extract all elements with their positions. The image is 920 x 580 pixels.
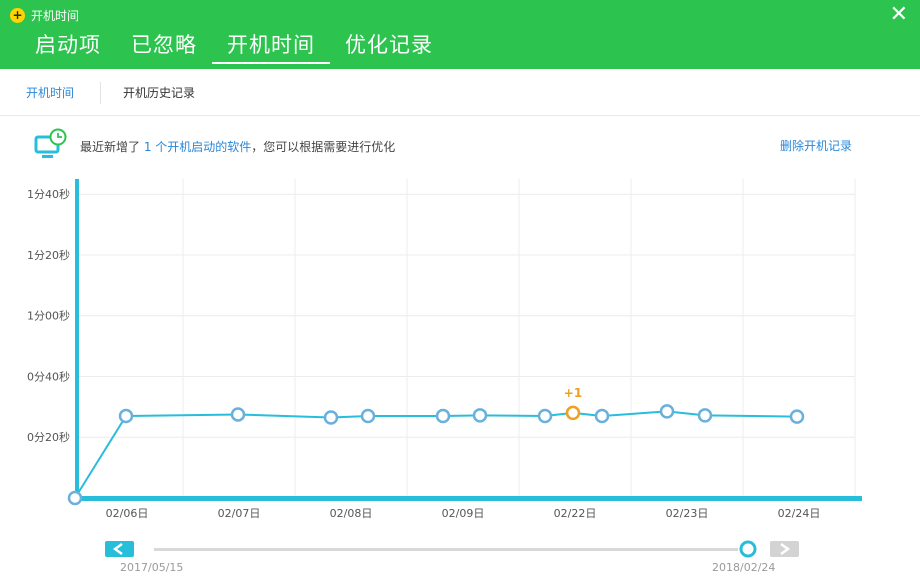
close-icon[interactable]: ✕	[889, 2, 908, 27]
data-point[interactable]	[67, 490, 83, 506]
data-point[interactable]	[537, 408, 553, 424]
tab-startup-items[interactable]: 启动项	[35, 33, 101, 57]
scroll-right-button[interactable]	[770, 541, 799, 557]
subtab-boot-time[interactable]: 开机时间	[26, 86, 75, 100]
info-row: 最近新增了 1 个开机启动的软件，您可以根据需要进行优化 删除开机记录	[34, 128, 864, 164]
monitor-clock-icon	[34, 128, 67, 158]
timeline-handle[interactable]	[739, 540, 757, 558]
delete-boot-record-link[interactable]: 删除开机记录	[779, 139, 852, 153]
data-point[interactable]	[697, 408, 713, 423]
data-point[interactable]	[435, 408, 451, 424]
tab-boot-time[interactable]: 开机时间	[212, 30, 330, 64]
data-point[interactable]	[789, 409, 805, 424]
title-bar: + 开机时间	[10, 6, 79, 24]
y-tick-label: 0分20秒	[27, 430, 70, 444]
x-axis	[75, 496, 862, 501]
y-tick-label: 1分00秒	[27, 309, 70, 323]
data-point[interactable]	[360, 408, 376, 424]
main-tabs: 启动项 已忽略 开机时间 优化记录	[20, 30, 448, 64]
scroll-left-button[interactable]	[105, 541, 134, 557]
window-title: 开机时间	[31, 8, 80, 23]
chart-svg: 0分20秒 0分40秒 1分00秒 1分20秒 1分40秒 +1 02/06日 02/07…	[27, 179, 862, 574]
tab-ignored[interactable]: 已忽略	[131, 33, 197, 57]
x-tick-label: 02/24日	[778, 507, 821, 520]
x-tick-label: 02/23日	[666, 507, 709, 520]
data-point[interactable]	[659, 404, 675, 419]
range-end-label: 2018/02/24	[712, 561, 775, 574]
y-tick-label: 0分40秒	[27, 369, 70, 383]
point-annotation: +1	[564, 386, 582, 400]
x-tick-label: 02/08日	[330, 507, 373, 520]
data-point[interactable]	[230, 407, 246, 422]
y-tick-label: 1分40秒	[27, 187, 70, 201]
info-message: 最近新增了 1 个开机启动的软件，您可以根据需要进行优化	[80, 138, 395, 155]
data-point[interactable]	[594, 408, 610, 424]
x-tick-label: 02/22日	[554, 507, 597, 520]
sub-tabs: 开机时间 开机历史记录	[0, 69, 920, 116]
x-tick-label: 02/07日	[218, 507, 261, 520]
chevron-right-icon	[780, 543, 791, 555]
new-startup-software-link[interactable]: 1 个开机启动的软件	[143, 140, 252, 154]
timeline-scroller: 2017/05/15 2018/02/24	[105, 540, 799, 574]
data-point[interactable]	[118, 408, 134, 424]
subtab-boot-history[interactable]: 开机历史记录	[123, 86, 196, 100]
chevron-left-icon	[112, 543, 123, 555]
y-axis	[75, 179, 79, 500]
tab-optimize-records[interactable]: 优化记录	[345, 33, 433, 57]
data-point[interactable]	[472, 408, 488, 423]
app-logo-icon: +	[10, 7, 25, 23]
data-point[interactable]	[323, 410, 339, 425]
info-prefix: 最近新增了	[80, 140, 141, 154]
subtab-divider	[100, 82, 101, 104]
info-suffix: ，您可以根据需要进行优化	[251, 140, 396, 154]
range-start-label: 2017/05/15	[120, 561, 183, 574]
data-point-highlight[interactable]	[565, 405, 581, 421]
x-tick-label: 02/09日	[442, 507, 485, 520]
header-bar: + 开机时间 ✕ 启动项 已忽略 开机时间 优化记录	[0, 0, 920, 69]
y-tick-label: 1分20秒	[27, 248, 70, 262]
boot-time-chart: 0分20秒 0分40秒 1分00秒 1分20秒 1分40秒 +1 02/06日 02/07…	[0, 175, 920, 575]
x-tick-label: 02/06日	[106, 507, 149, 520]
